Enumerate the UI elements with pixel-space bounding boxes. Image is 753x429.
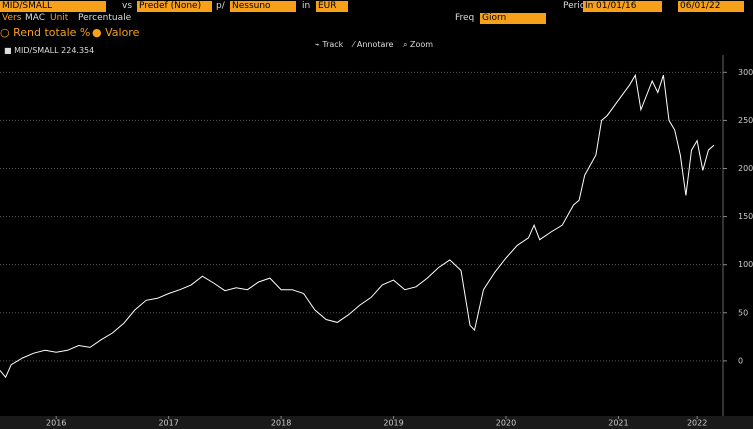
label: Vers	[2, 13, 22, 23]
benchmark-input[interactable]: Predef (None)	[137, 1, 212, 12]
label: Freq	[455, 13, 475, 23]
y-tick-label: 100	[738, 260, 753, 269]
x-tick-label: 2021	[608, 419, 628, 428]
x-tick-label: 2020	[496, 419, 516, 428]
unit-value[interactable]: Percentuale	[78, 13, 132, 23]
security-input[interactable]: MID/SMALL	[0, 1, 106, 12]
x-tick-label: 2017	[158, 419, 178, 428]
label: Unit	[50, 13, 69, 23]
view-value[interactable]: MAC	[25, 13, 46, 23]
button-label: Track	[322, 40, 344, 49]
x-tick-label: 2018	[271, 419, 291, 428]
button-label: Annotare	[356, 40, 394, 49]
label: p/	[216, 1, 225, 11]
label: in	[302, 1, 311, 11]
legend-entry: ■ MID/SMALL 224.354	[4, 46, 95, 55]
x-tick-label: 2022	[687, 419, 707, 428]
y-tick-label: 50	[738, 308, 748, 317]
y-tick-label: 300	[738, 68, 753, 77]
start-date-input[interactable]: 01/01/16	[594, 1, 662, 12]
currency-input[interactable]: EUR	[316, 1, 348, 12]
radio-label: Valore	[105, 26, 140, 39]
zoom-button[interactable]: ⌕ Zoom	[403, 40, 434, 49]
x-tick-label: 2019	[383, 419, 403, 428]
radio-label: Rend totale %	[13, 26, 91, 39]
radio-value[interactable]: ● Valore	[92, 26, 140, 39]
label: Perio	[563, 1, 586, 11]
per-input[interactable]: Nessuno	[230, 1, 296, 12]
freq-input[interactable]: Giorn	[480, 13, 546, 24]
radio-total-return[interactable]: ○ Rend totale %	[0, 26, 91, 39]
y-tick-label: 200	[738, 164, 753, 173]
x-axis-strip	[0, 416, 753, 429]
legend-value: 224.354	[61, 46, 95, 55]
y-tick-label: 250	[738, 116, 753, 125]
y-tick-label: 150	[738, 212, 753, 221]
x-tick-label: 2016	[46, 419, 66, 428]
end-date-input[interactable]: 06/01/22	[678, 1, 744, 12]
label: vs	[122, 1, 133, 11]
y-tick-label: 0	[738, 356, 743, 365]
legend-name: MID/SMALL	[14, 46, 59, 55]
button-label: Zoom	[410, 40, 434, 49]
series-line	[0, 73, 715, 379]
annotate-button[interactable]: ⁄ Annotare	[353, 40, 394, 49]
track-button[interactable]: ⌁ Track	[315, 40, 344, 49]
